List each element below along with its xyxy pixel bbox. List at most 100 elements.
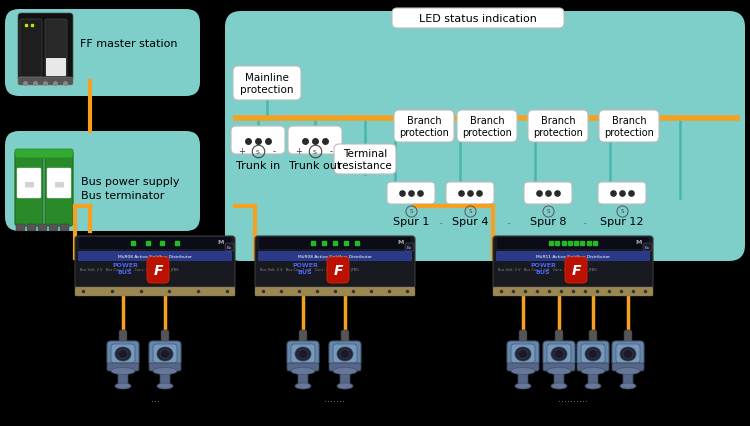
FancyBboxPatch shape bbox=[496, 251, 650, 262]
Ellipse shape bbox=[585, 347, 601, 361]
FancyBboxPatch shape bbox=[18, 78, 73, 86]
FancyBboxPatch shape bbox=[554, 370, 564, 386]
FancyBboxPatch shape bbox=[15, 152, 43, 227]
FancyBboxPatch shape bbox=[149, 363, 181, 371]
Text: Ex: Ex bbox=[407, 245, 412, 249]
Ellipse shape bbox=[337, 347, 353, 361]
Ellipse shape bbox=[620, 347, 636, 361]
Text: Terminal
resistance: Terminal resistance bbox=[338, 148, 392, 171]
Text: FF master station: FF master station bbox=[80, 39, 178, 49]
FancyBboxPatch shape bbox=[507, 363, 539, 371]
Ellipse shape bbox=[337, 383, 353, 389]
FancyBboxPatch shape bbox=[233, 67, 301, 101]
Text: ...: ... bbox=[151, 393, 160, 403]
FancyBboxPatch shape bbox=[327, 257, 349, 283]
Text: -: - bbox=[272, 147, 275, 156]
FancyBboxPatch shape bbox=[457, 111, 517, 143]
FancyBboxPatch shape bbox=[107, 363, 139, 371]
Text: POWER
BUS: POWER BUS bbox=[292, 263, 318, 274]
FancyBboxPatch shape bbox=[255, 287, 415, 296]
Ellipse shape bbox=[291, 368, 315, 374]
Text: MüR08 Active Fieldbus Distributor: MüR08 Active Fieldbus Distributor bbox=[298, 254, 372, 259]
FancyBboxPatch shape bbox=[225, 243, 234, 251]
Ellipse shape bbox=[515, 347, 531, 361]
FancyBboxPatch shape bbox=[405, 243, 414, 251]
Text: F: F bbox=[153, 263, 163, 277]
Text: Spur 12: Spur 12 bbox=[600, 216, 644, 227]
FancyBboxPatch shape bbox=[60, 225, 69, 231]
Text: Trunk in: Trunk in bbox=[236, 161, 280, 170]
Ellipse shape bbox=[620, 383, 636, 389]
Text: -: - bbox=[329, 147, 332, 156]
FancyBboxPatch shape bbox=[18, 14, 73, 82]
Text: Bus Volt: 2 V   Bus Cur: 7 mA   Cur.s: 0 %   Inpoint: JFBG: Bus Volt: 2 V Bus Cur: 7 mA Cur.s: 0 % I… bbox=[260, 268, 358, 271]
FancyBboxPatch shape bbox=[153, 344, 177, 363]
Text: .......: ....... bbox=[325, 393, 346, 403]
Ellipse shape bbox=[616, 368, 640, 374]
FancyBboxPatch shape bbox=[511, 344, 535, 363]
FancyBboxPatch shape bbox=[160, 370, 170, 386]
FancyBboxPatch shape bbox=[258, 251, 412, 262]
Text: S: S bbox=[313, 149, 317, 154]
Text: MüR11 Active Fieldbus Distributor: MüR11 Active Fieldbus Distributor bbox=[536, 254, 610, 259]
FancyBboxPatch shape bbox=[581, 344, 605, 363]
FancyBboxPatch shape bbox=[565, 257, 587, 283]
Text: POWER
BUS: POWER BUS bbox=[112, 263, 138, 274]
FancyBboxPatch shape bbox=[624, 330, 632, 342]
Text: F: F bbox=[572, 263, 580, 277]
Ellipse shape bbox=[585, 383, 601, 389]
Text: Spur 1: Spur 1 bbox=[393, 216, 429, 227]
Text: LED status indication: LED status indication bbox=[419, 14, 537, 24]
Ellipse shape bbox=[515, 383, 531, 389]
FancyBboxPatch shape bbox=[111, 344, 135, 363]
Text: F: F bbox=[333, 263, 343, 277]
Text: Ex: Ex bbox=[645, 245, 650, 249]
FancyBboxPatch shape bbox=[589, 330, 597, 342]
Text: POWER
BUS: POWER BUS bbox=[530, 263, 556, 274]
Ellipse shape bbox=[547, 368, 571, 374]
Ellipse shape bbox=[115, 383, 131, 389]
Ellipse shape bbox=[160, 350, 170, 359]
Ellipse shape bbox=[623, 350, 633, 359]
FancyBboxPatch shape bbox=[259, 237, 411, 249]
FancyBboxPatch shape bbox=[16, 225, 25, 231]
Text: Branch
protection: Branch protection bbox=[604, 115, 654, 138]
Text: Trunk out: Trunk out bbox=[289, 161, 341, 170]
Ellipse shape bbox=[551, 383, 567, 389]
FancyBboxPatch shape bbox=[598, 183, 646, 204]
FancyBboxPatch shape bbox=[387, 183, 435, 204]
Ellipse shape bbox=[157, 383, 173, 389]
Ellipse shape bbox=[157, 347, 173, 361]
Text: S: S bbox=[256, 149, 260, 154]
FancyBboxPatch shape bbox=[507, 341, 539, 366]
FancyBboxPatch shape bbox=[612, 363, 644, 371]
FancyBboxPatch shape bbox=[38, 225, 47, 231]
FancyBboxPatch shape bbox=[341, 330, 349, 342]
Ellipse shape bbox=[298, 350, 308, 359]
FancyBboxPatch shape bbox=[20, 20, 42, 78]
Text: Ex: Ex bbox=[227, 245, 232, 249]
FancyBboxPatch shape bbox=[119, 330, 127, 342]
FancyBboxPatch shape bbox=[45, 152, 73, 227]
FancyBboxPatch shape bbox=[107, 341, 139, 366]
FancyBboxPatch shape bbox=[577, 363, 609, 371]
FancyBboxPatch shape bbox=[577, 341, 609, 366]
FancyBboxPatch shape bbox=[147, 257, 169, 283]
FancyBboxPatch shape bbox=[547, 344, 571, 363]
Ellipse shape bbox=[118, 350, 128, 359]
Text: Bus power supply
Bus terminator: Bus power supply Bus terminator bbox=[81, 177, 179, 201]
FancyBboxPatch shape bbox=[394, 111, 454, 143]
Text: S: S bbox=[410, 209, 413, 214]
Text: ..........: .......... bbox=[558, 393, 588, 403]
Ellipse shape bbox=[153, 368, 177, 374]
Text: |||||: ||||| bbox=[24, 181, 34, 186]
Text: ..: .. bbox=[506, 217, 512, 226]
Ellipse shape bbox=[333, 368, 357, 374]
Text: Branch
protection: Branch protection bbox=[399, 115, 449, 138]
FancyBboxPatch shape bbox=[75, 236, 235, 288]
FancyBboxPatch shape bbox=[78, 251, 232, 262]
FancyBboxPatch shape bbox=[149, 341, 181, 366]
FancyBboxPatch shape bbox=[118, 370, 128, 386]
FancyBboxPatch shape bbox=[518, 370, 528, 386]
Text: |||||: ||||| bbox=[54, 181, 64, 186]
